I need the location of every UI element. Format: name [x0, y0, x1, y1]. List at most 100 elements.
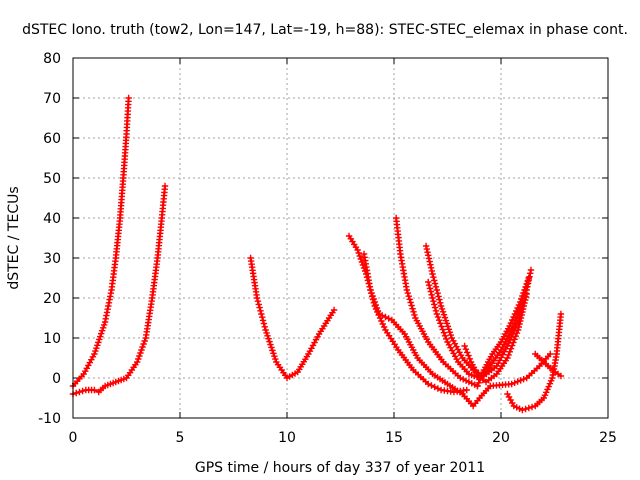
data-point-marker	[253, 294, 261, 302]
data-point-marker	[367, 286, 374, 294]
data-point-marker	[547, 377, 555, 385]
data-point-marker	[513, 404, 520, 411]
y-axis-title: dSTEC / TECUs	[6, 186, 22, 289]
data-point-marker	[474, 382, 481, 390]
data-point-marker	[441, 314, 449, 321]
data-point-marker	[440, 311, 448, 318]
data-point-marker	[441, 332, 449, 339]
data-point-marker	[435, 317, 443, 324]
data-point-marker	[507, 345, 515, 352]
data-point-marker	[507, 319, 515, 327]
data-point-marker	[369, 292, 376, 300]
data-point-marker	[258, 310, 265, 318]
data-point-marker	[462, 377, 470, 384]
data-point-marker	[73, 389, 80, 397]
data-point-marker	[379, 320, 386, 328]
data-point-marker	[506, 348, 513, 355]
grid	[73, 58, 608, 418]
data-point-marker	[266, 338, 273, 345]
x-tick-label: 0	[69, 430, 78, 446]
data-point-marker	[429, 294, 436, 302]
data-point-marker	[511, 310, 519, 318]
data-point-marker	[463, 349, 471, 356]
plot-series	[69, 94, 565, 414]
data-point-marker	[522, 293, 530, 301]
data-point-marker	[523, 280, 530, 288]
data-point-marker	[432, 307, 440, 314]
data-point-marker	[515, 323, 523, 331]
data-point-marker	[93, 344, 100, 352]
data-point-marker	[372, 301, 380, 309]
data-point-marker	[424, 249, 431, 256]
data-point-marker	[519, 292, 526, 300]
data-point-marker	[540, 394, 547, 402]
data-point-marker	[438, 323, 445, 330]
data-point-marker	[466, 355, 473, 362]
data-point-marker	[76, 388, 83, 396]
series-track	[362, 252, 552, 408]
x-tick-label: 20	[492, 430, 510, 446]
data-point-marker	[356, 252, 363, 260]
data-point-marker	[134, 358, 141, 366]
data-point-marker	[544, 386, 551, 393]
data-point-marker	[521, 286, 528, 294]
data-point-marker	[557, 372, 565, 380]
data-point-marker	[442, 317, 450, 324]
data-point-marker	[425, 380, 432, 388]
y-tick-label: 80	[43, 51, 61, 67]
data-point-marker	[438, 305, 446, 313]
data-point-marker	[426, 258, 433, 265]
data-point-marker	[254, 298, 262, 305]
y-tick-label: 0	[52, 371, 61, 387]
data-point-marker	[527, 270, 534, 277]
data-point-marker	[263, 329, 270, 337]
data-point-marker	[100, 321, 108, 329]
data-point-marker	[98, 330, 105, 337]
data-point-marker	[443, 335, 450, 343]
data-point-marker	[476, 376, 484, 383]
data-point-marker	[138, 346, 145, 354]
data-point-marker	[479, 370, 486, 377]
data-point-marker	[511, 336, 518, 343]
y-tick-label: 60	[43, 131, 61, 147]
series-6	[392, 214, 481, 390]
data-point-marker	[431, 304, 439, 311]
data-point-marker	[431, 383, 438, 391]
data-point-marker	[462, 346, 470, 353]
data-point-marker	[459, 376, 467, 383]
data-point-marker	[269, 347, 276, 354]
data-point-marker	[403, 286, 411, 294]
data-point-marker	[140, 340, 147, 348]
data-point-marker	[137, 349, 144, 357]
series-12	[532, 350, 565, 380]
data-point-marker	[271, 352, 278, 360]
data-point-marker	[408, 302, 415, 309]
data-point-marker	[519, 406, 526, 414]
data-point-marker	[91, 350, 98, 358]
data-point-marker	[431, 301, 438, 308]
data-point-marker	[508, 326, 515, 334]
data-point-marker	[447, 331, 455, 339]
data-point-marker	[427, 264, 435, 271]
data-point-marker	[371, 298, 378, 306]
data-point-marker	[440, 329, 448, 336]
data-point-marker	[373, 304, 381, 312]
data-point-marker	[434, 385, 442, 392]
data-point-marker	[267, 341, 274, 348]
data-point-marker	[425, 282, 433, 289]
data-point-marker	[258, 314, 266, 321]
data-point-marker	[370, 295, 377, 303]
data-point-marker	[439, 308, 447, 316]
axis-ticks	[72, 57, 609, 419]
data-point-marker	[433, 286, 440, 294]
x-tick-label: 25	[599, 430, 617, 446]
data-point-marker	[382, 313, 389, 321]
data-point-marker	[368, 289, 375, 297]
plot-frame	[72, 57, 609, 419]
data-point-marker	[520, 376, 527, 383]
data-point-marker	[431, 277, 438, 284]
data-point-marker	[517, 298, 524, 306]
data-point-marker	[505, 351, 512, 359]
data-point-marker	[517, 314, 525, 322]
data-point-marker	[475, 379, 482, 386]
